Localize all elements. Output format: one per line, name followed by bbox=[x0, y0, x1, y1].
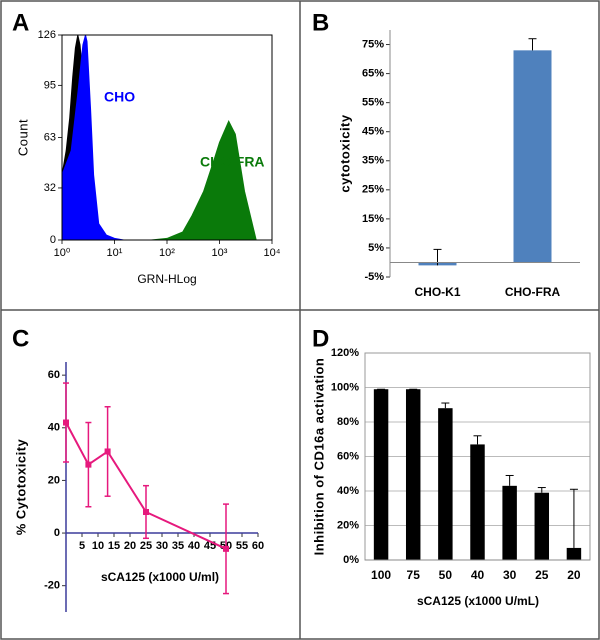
x-tick-label: 25 bbox=[140, 540, 152, 552]
y-tick-label: 40 bbox=[48, 422, 60, 434]
series-label: CHO-FRA bbox=[200, 154, 265, 170]
bar bbox=[502, 485, 517, 560]
x-tick-label: CHO-K1 bbox=[414, 285, 460, 299]
panel: D 0% 20% 40% 60% 80% 100% 120% Inhibition of CD1… bbox=[311, 325, 591, 608]
y-tick-label: 35% bbox=[362, 155, 384, 167]
y-tick-label: 15% bbox=[362, 213, 384, 225]
panel-letter: C bbox=[12, 325, 29, 352]
point bbox=[143, 509, 149, 515]
y-tick-label: 0% bbox=[343, 554, 359, 566]
y-tick-label: 80% bbox=[337, 416, 359, 428]
y-tick-label: -5% bbox=[364, 271, 384, 283]
x-tick-label: 10 bbox=[92, 540, 104, 552]
x-tick-label: 15 bbox=[108, 540, 120, 552]
y-tick-label: 32 bbox=[44, 182, 56, 194]
panel-letter: B bbox=[312, 9, 329, 36]
y-axis-label: % Cytotoxicity bbox=[13, 438, 28, 535]
y-tick-label: 55% bbox=[362, 97, 384, 109]
x-tick-label: 100 bbox=[371, 568, 391, 582]
x-tick-label: 40 bbox=[188, 540, 200, 552]
x-tick-label: 10³ bbox=[212, 247, 228, 259]
series-label: CHO bbox=[104, 89, 135, 105]
y-tick-label: 25% bbox=[362, 184, 384, 196]
y-tick-label: 95 bbox=[44, 79, 56, 91]
y-tick-label: 40% bbox=[337, 485, 359, 497]
x-tick-label: 30 bbox=[503, 568, 517, 582]
x-tick-label: 10⁰ bbox=[54, 247, 71, 259]
bar bbox=[470, 444, 485, 560]
x-tick-label: 10¹ bbox=[107, 247, 123, 259]
y-tick-label: 126 bbox=[38, 29, 56, 41]
y-axis-label: Count bbox=[15, 119, 30, 156]
x-tick-label: 40 bbox=[471, 568, 485, 582]
y-tick-label: 75% bbox=[362, 38, 384, 50]
y-axis-label: Inhibition of CD16a activation bbox=[311, 358, 326, 556]
x-tick-label: 10² bbox=[159, 247, 175, 259]
y-tick-label: 5% bbox=[368, 242, 384, 254]
panel-letter: A bbox=[12, 9, 29, 36]
panel: B -5% 5% 15% 25% 35% 45% 55% 65% 75% cytotoxicity C… bbox=[312, 9, 580, 299]
panel-letter: D bbox=[312, 325, 329, 352]
y-tick-label: 20% bbox=[337, 519, 359, 531]
point bbox=[223, 545, 229, 552]
panel: A 0 32 63 95 126 Count 10⁰ 10¹ 10² 10³ 10⁴ GRN-HLog C… bbox=[12, 9, 281, 286]
y-axis-label: cytotoxicity bbox=[337, 114, 352, 193]
x-tick-label: 30 bbox=[156, 540, 168, 552]
y-tick-label: 60% bbox=[337, 450, 359, 462]
y-tick-label: 60 bbox=[48, 369, 60, 381]
y-tick-label: 45% bbox=[362, 126, 384, 138]
bar bbox=[373, 389, 389, 560]
area bbox=[61, 34, 124, 241]
x-tick-label: 25 bbox=[535, 568, 549, 582]
x-axis-label: sCA125 (x1000 U/mL) bbox=[417, 594, 539, 608]
x-tick-label: 20 bbox=[124, 540, 136, 552]
y-tick-label: 120% bbox=[331, 347, 359, 359]
bar bbox=[566, 547, 582, 560]
x-tick-label: 5 bbox=[79, 540, 85, 552]
x-tick-label: 60 bbox=[252, 540, 264, 552]
point bbox=[63, 419, 69, 426]
y-tick-label: 100% bbox=[331, 381, 359, 393]
point bbox=[85, 461, 92, 468]
panel: C -20 0 20 40 60 % Cytotoxicity 5 10 15 20 25 30 35 40… bbox=[12, 325, 264, 612]
y-tick-label: 65% bbox=[362, 67, 384, 79]
y-tick-label: 63 bbox=[44, 131, 56, 143]
plot-frame bbox=[61, 34, 273, 241]
bar bbox=[534, 492, 550, 560]
x-axis-label: GRN-HLog bbox=[137, 272, 196, 286]
x-tick-label: CHO-FRA bbox=[505, 285, 561, 299]
x-tick-label: 55 bbox=[236, 540, 248, 552]
x-tick-label: 20 bbox=[567, 568, 581, 582]
x-tick-label: 50 bbox=[439, 568, 453, 582]
y-tick-label: 0 bbox=[54, 527, 60, 539]
point bbox=[104, 448, 111, 455]
area bbox=[151, 120, 257, 241]
x-tick-label: 10⁴ bbox=[264, 247, 281, 259]
bar bbox=[405, 389, 421, 560]
x-tick-label: 35 bbox=[172, 540, 184, 552]
bar bbox=[513, 50, 552, 263]
y-tick-label: 0 bbox=[50, 234, 56, 246]
y-tick-label: -20 bbox=[44, 580, 60, 592]
x-tick-label: 75 bbox=[407, 568, 421, 582]
y-tick-label: 20 bbox=[48, 474, 60, 486]
bar bbox=[438, 408, 453, 560]
x-axis-label: sCA125 (x1000 U/ml) bbox=[101, 570, 219, 584]
